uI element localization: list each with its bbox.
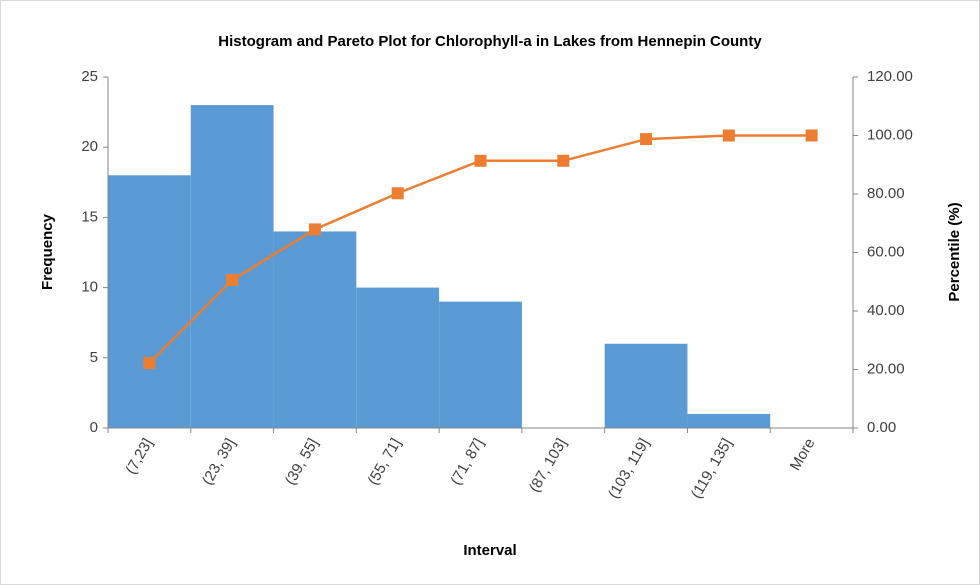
pareto-marker — [226, 273, 239, 286]
bar — [439, 301, 522, 428]
pareto-marker — [722, 129, 735, 142]
y2-tick-label: 0.00 — [867, 419, 896, 436]
pareto-marker — [474, 154, 487, 167]
bar — [190, 105, 274, 428]
pareto-marker — [640, 133, 653, 146]
y-tick-label: 0 — [90, 419, 98, 436]
pareto-marker — [391, 187, 404, 200]
y2-tick-label: 40.00 — [867, 302, 905, 319]
y2-tick-label: 20.00 — [867, 360, 905, 377]
y2-tick-label: 80.00 — [867, 185, 905, 202]
x-axis-label: Interval — [463, 542, 516, 559]
chart-title: Histogram and Pareto Plot for Chlorophyl… — [218, 33, 762, 50]
bar — [108, 175, 191, 428]
pareto-marker — [805, 129, 818, 142]
y2-tick-label: 100.00 — [867, 126, 913, 143]
bar — [687, 413, 771, 428]
y-axis-label: Frequency — [39, 213, 56, 290]
bar — [604, 343, 688, 428]
y-tick-label: 5 — [90, 349, 98, 366]
y-tick-label: 20 — [81, 138, 98, 155]
bar — [356, 287, 440, 428]
y2-axis-label: Percentile (%) — [946, 202, 963, 301]
y-tick-label: 10 — [81, 279, 98, 296]
pareto-marker — [143, 357, 156, 370]
pareto-marker — [308, 223, 321, 236]
pareto-marker — [557, 154, 570, 167]
y2-tick-label: 120.00 — [867, 68, 913, 85]
y-tick-label: 15 — [81, 208, 98, 225]
y-tick-label: 25 — [81, 68, 98, 85]
y2-tick-label: 60.00 — [867, 243, 905, 260]
bar — [273, 231, 357, 428]
